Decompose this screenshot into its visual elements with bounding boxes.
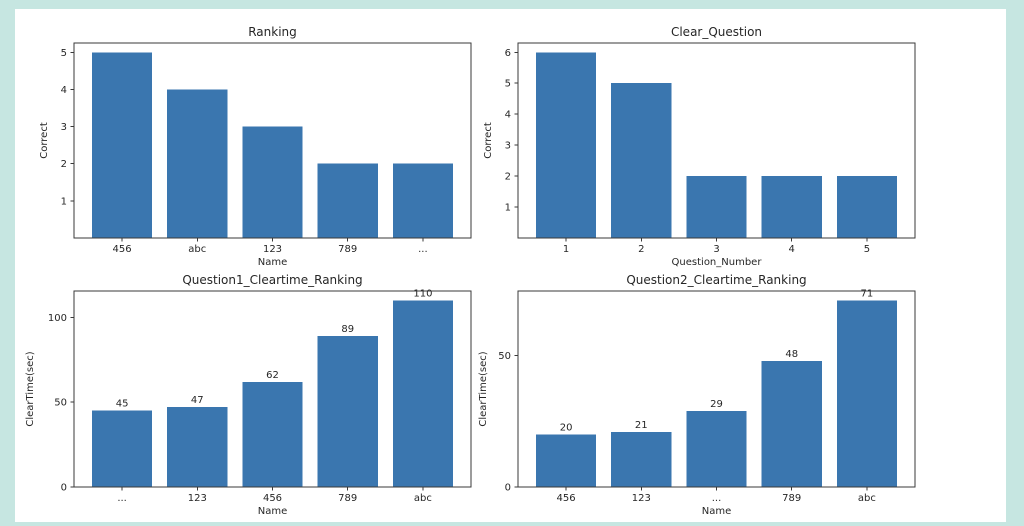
x-tick-label: 4 [789, 244, 795, 255]
bar [686, 176, 747, 238]
y-axis-label: Correct [39, 122, 50, 159]
y-tick-label: 4 [505, 110, 511, 121]
bar-value-label: 62 [266, 370, 279, 381]
x-tick-label: ... [712, 493, 722, 504]
axes-frame [73, 42, 472, 239]
bar [536, 52, 597, 238]
y-tick-label: 5 [61, 48, 67, 59]
x-tick-label: 123 [263, 244, 282, 255]
matplotlib-figure: 456 abc 123 789... 1 2 3 4 5 Ranking Name Correct 1 2… [15, 9, 1006, 522]
x-tick-label: 456 [263, 493, 282, 504]
bar [611, 431, 672, 487]
bar-value-label: 29 [710, 399, 723, 410]
x-tick-label: 1 [563, 244, 569, 255]
bar [317, 163, 378, 238]
bar [392, 163, 453, 238]
bar [92, 410, 153, 487]
bar-chart-subplot: 20 456 21 123 29... 48 789 71 abc 0 50 Question2_Cl… [478, 273, 916, 517]
x-tick-label: 123 [632, 493, 651, 504]
y-tick-label: 50 [498, 351, 511, 362]
bar [686, 410, 747, 487]
y-tick-label: 5 [505, 79, 511, 90]
bar-chart-subplot: 45... 47 123 62 456 89 789 110 abc 0 50 100 Question… [25, 273, 472, 517]
y-tick-label: 0 [505, 483, 511, 494]
bar [611, 83, 672, 238]
y-tick-label: 100 [48, 313, 67, 324]
bar [167, 407, 228, 487]
bar-value-label: 48 [785, 349, 798, 360]
y-tick-label: 50 [54, 398, 67, 409]
x-axis-label: Name [702, 506, 732, 517]
bar [242, 381, 303, 487]
bar [761, 176, 822, 238]
y-axis-label: ClearTime(sec) [478, 351, 489, 426]
axes-frame [73, 290, 472, 488]
x-tick-label: 3 [713, 244, 719, 255]
bar [242, 126, 303, 238]
x-tick-label: 456 [113, 244, 132, 255]
x-axis-label: Name [258, 506, 288, 517]
y-tick-label: 0 [61, 483, 67, 494]
x-tick-label: ... [117, 493, 127, 504]
bar [92, 52, 153, 238]
x-tick-label: 2 [638, 244, 644, 255]
bar [761, 360, 822, 487]
x-tick-label: ... [418, 244, 428, 255]
bar [317, 336, 378, 487]
bar-value-label: 20 [560, 422, 573, 433]
x-tick-label: 789 [338, 244, 357, 255]
x-tick-label: 789 [338, 493, 357, 504]
bar-value-label: 47 [191, 395, 204, 406]
axes-frame [517, 42, 916, 239]
x-tick-label: abc [858, 493, 876, 504]
y-axis-label: Correct [483, 122, 494, 159]
x-axis-label: Question_Number [672, 257, 763, 268]
bar-chart-subplot: 1 2 3 4 5 1 2 3 4 5 6 Clear_Question Question_Number… [483, 25, 916, 268]
y-tick-label: 3 [505, 141, 511, 152]
y-tick-label: 2 [61, 159, 67, 170]
chart-title: Question2_Cleartime_Ranking [626, 273, 806, 287]
y-axis-label: ClearTime(sec) [25, 351, 36, 426]
bar [167, 89, 228, 239]
chart-title: Question1_Cleartime_Ranking [182, 273, 362, 287]
x-tick-label: 5 [864, 244, 870, 255]
x-axis-label: Name [258, 257, 288, 268]
x-tick-label: 123 [188, 493, 207, 504]
bar-value-label: 110 [413, 288, 432, 299]
y-tick-label: 6 [505, 48, 511, 59]
x-tick-label: 789 [782, 493, 801, 504]
bar-value-label: 45 [116, 399, 129, 410]
bar [392, 300, 453, 487]
x-tick-label: abc [188, 244, 206, 255]
chart-title: Clear_Question [671, 25, 762, 39]
x-tick-label: 456 [557, 493, 576, 504]
bar [536, 434, 597, 487]
bar-value-label: 71 [861, 288, 874, 299]
y-tick-label: 4 [61, 85, 67, 96]
axes-frame [517, 290, 916, 488]
y-tick-label: 3 [61, 122, 67, 133]
y-tick-label: 2 [505, 172, 511, 183]
bar [836, 300, 897, 487]
bar-value-label: 21 [635, 420, 648, 431]
bar-value-label: 89 [341, 324, 354, 335]
bar [836, 176, 897, 238]
x-tick-label: abc [414, 493, 432, 504]
y-tick-label: 1 [505, 203, 511, 214]
chart-title: Ranking [248, 25, 297, 39]
y-tick-label: 1 [61, 196, 67, 207]
